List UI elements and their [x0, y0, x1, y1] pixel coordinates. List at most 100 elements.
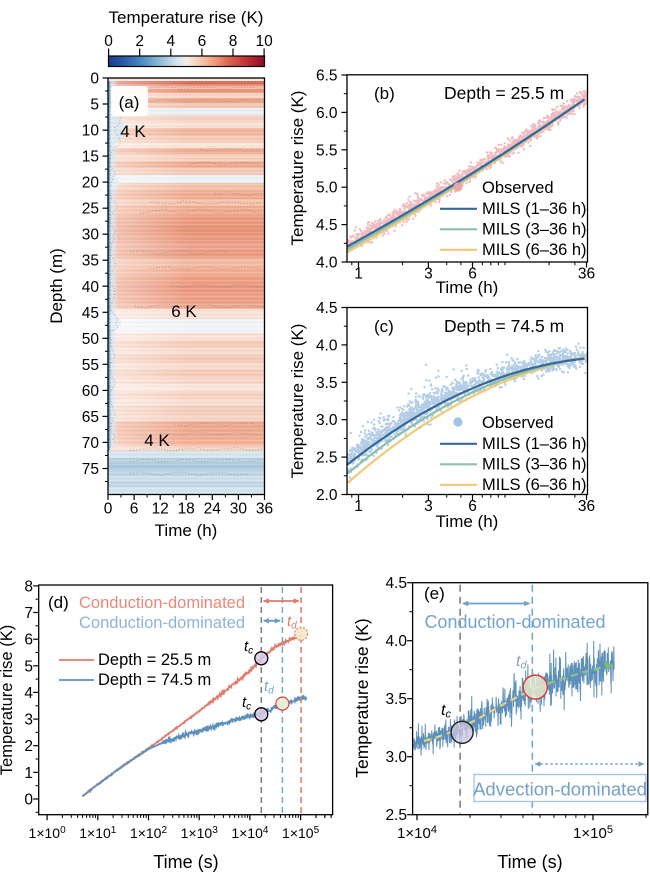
svg-text:25: 25 [82, 201, 99, 218]
svg-text:60: 60 [82, 383, 100, 400]
svg-text:0: 0 [104, 501, 113, 518]
svg-text:6.5: 6.5 [316, 68, 338, 85]
svg-text:Conduction-dominated: Conduction-dominated [79, 594, 245, 612]
svg-text:Temperature rise (K): Temperature rise (K) [288, 324, 307, 479]
svg-text:Temperature rise (K): Temperature rise (K) [288, 91, 307, 246]
svg-text:1×105: 1×105 [573, 824, 613, 842]
svg-text:Depth = 74.5 m: Depth = 74.5 m [444, 316, 564, 336]
svg-text:3: 3 [424, 266, 433, 283]
svg-text:5: 5 [90, 97, 99, 114]
svg-text:1: 1 [24, 765, 33, 782]
svg-text:36: 36 [256, 501, 273, 518]
svg-text:4.5: 4.5 [316, 300, 338, 317]
svg-text:6.0: 6.0 [316, 105, 338, 122]
svg-text:(a): (a) [119, 93, 140, 112]
svg-text:0: 0 [24, 792, 33, 809]
svg-text:5: 5 [24, 658, 33, 675]
svg-text:MILS (6–36 h): MILS (6–36 h) [482, 476, 587, 494]
svg-text:10: 10 [255, 33, 273, 50]
svg-text:6: 6 [130, 501, 139, 518]
svg-text:MILS (1–36 h): MILS (1–36 h) [482, 200, 587, 218]
svg-text:Conduction-dominated: Conduction-dominated [424, 612, 605, 632]
svg-text:td: td [516, 653, 527, 672]
svg-text:6: 6 [468, 498, 477, 515]
svg-text:Time (s): Time (s) [153, 852, 218, 872]
svg-text:MILS (6–36 h): MILS (6–36 h) [482, 241, 587, 259]
svg-text:3.0: 3.0 [385, 749, 407, 766]
svg-text:(d): (d) [48, 593, 69, 612]
svg-text:6: 6 [198, 33, 207, 50]
svg-text:4 K: 4 K [144, 431, 170, 450]
svg-text:15: 15 [82, 149, 99, 166]
svg-text:1×104: 1×104 [397, 824, 437, 842]
svg-text:Depth = 25.5 m: Depth = 25.5 m [98, 651, 211, 669]
svg-text:8: 8 [24, 578, 33, 595]
svg-text:4: 4 [24, 685, 33, 702]
svg-text:3.5: 3.5 [316, 375, 338, 392]
svg-text:4.0: 4.0 [316, 255, 338, 272]
svg-text:55: 55 [82, 357, 99, 374]
svg-text:2: 2 [135, 33, 144, 50]
svg-text:td: td [287, 613, 297, 632]
svg-text:Observed: Observed [482, 179, 554, 197]
svg-text:18: 18 [178, 501, 195, 518]
svg-text:1: 1 [354, 498, 363, 515]
svg-text:7: 7 [24, 605, 33, 622]
svg-text:2: 2 [24, 738, 33, 755]
svg-text:0: 0 [90, 71, 99, 88]
svg-text:0: 0 [104, 33, 113, 50]
svg-text:MILS (3–36 h): MILS (3–36 h) [482, 220, 587, 238]
svg-text:1×104: 1×104 [231, 825, 269, 841]
svg-text:4.5: 4.5 [316, 217, 338, 234]
svg-text:Depth = 74.5 m: Depth = 74.5 m [98, 671, 211, 689]
svg-text:MILS (1–36 h): MILS (1–36 h) [482, 435, 587, 453]
svg-text:70: 70 [82, 435, 100, 452]
svg-text:2.5: 2.5 [316, 450, 338, 467]
svg-text:2.5: 2.5 [385, 807, 407, 824]
svg-text:5.0: 5.0 [316, 180, 338, 197]
svg-text:Temperature rise (K): Temperature rise (K) [109, 8, 264, 27]
svg-text:40: 40 [82, 279, 100, 296]
svg-text:Depth (m): Depth (m) [47, 248, 66, 324]
svg-text:75: 75 [82, 461, 99, 478]
svg-text:MILS (3–36 h): MILS (3–36 h) [482, 455, 587, 473]
svg-text:30: 30 [230, 501, 248, 518]
svg-text:4.5: 4.5 [385, 575, 407, 592]
svg-text:4.0: 4.0 [385, 633, 407, 650]
svg-text:(c): (c) [374, 317, 394, 336]
svg-text:45: 45 [82, 305, 99, 322]
svg-text:8: 8 [229, 33, 238, 50]
svg-text:50: 50 [82, 331, 100, 348]
svg-text:30: 30 [82, 227, 100, 244]
svg-text:Time (h): Time (h) [155, 521, 218, 540]
svg-text:1×100: 1×100 [29, 825, 67, 841]
svg-text:5.5: 5.5 [316, 142, 338, 159]
svg-text:20: 20 [82, 175, 100, 192]
svg-text:tc: tc [441, 702, 451, 721]
svg-text:Conduction-dominated: Conduction-dominated [79, 614, 245, 632]
svg-text:1×103: 1×103 [181, 825, 219, 841]
svg-text:1×102: 1×102 [130, 825, 168, 841]
svg-text:3: 3 [24, 712, 33, 729]
svg-text:Advection-dominated: Advection-dominated [473, 779, 647, 800]
svg-text:Temperature rise (K): Temperature rise (K) [352, 618, 372, 778]
svg-text:12: 12 [152, 501, 169, 518]
svg-text:24: 24 [204, 501, 222, 518]
svg-text:4.0: 4.0 [316, 337, 338, 354]
svg-text:35: 35 [82, 253, 99, 270]
svg-text:1×105: 1×105 [282, 825, 320, 841]
svg-text:1: 1 [354, 266, 363, 283]
svg-text:3.5: 3.5 [385, 691, 407, 708]
svg-text:3: 3 [424, 498, 433, 515]
svg-text:Observed: Observed [482, 414, 554, 432]
svg-text:4 K: 4 K [120, 122, 146, 141]
svg-text:(b): (b) [374, 84, 395, 103]
svg-text:(e): (e) [424, 584, 445, 603]
svg-text:6: 6 [468, 266, 477, 283]
svg-text:3.0: 3.0 [316, 412, 338, 429]
svg-text:6 K: 6 K [171, 302, 197, 321]
svg-text:Time (h): Time (h) [436, 278, 499, 297]
svg-text:2.0: 2.0 [316, 487, 338, 504]
svg-text:td: td [264, 678, 274, 697]
svg-text:Time (h): Time (h) [436, 512, 499, 531]
